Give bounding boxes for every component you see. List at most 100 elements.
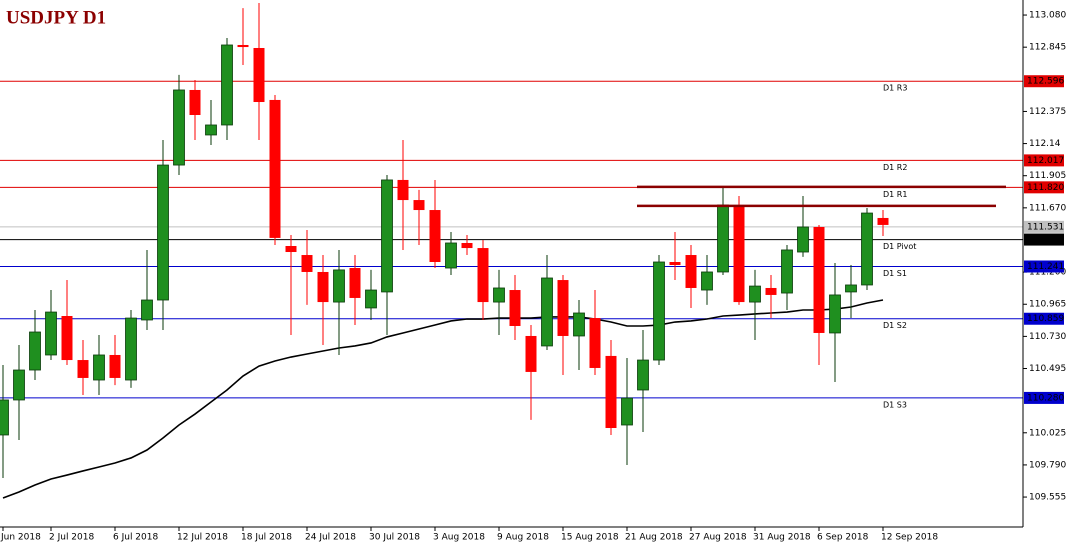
x-tick-label: 27 Aug 2018 — [689, 533, 747, 543]
candle-body — [861, 212, 873, 286]
candle-body — [557, 280, 569, 336]
candle-body — [621, 397, 633, 426]
candle-body — [733, 204, 745, 303]
x-tick-label: 21 Aug 2018 — [625, 533, 683, 543]
x-tick-label: 12 Jul 2018 — [177, 533, 228, 543]
y-tick-label: 110.025 — [1029, 428, 1066, 438]
candle-body — [109, 354, 121, 378]
candle-body — [573, 312, 585, 337]
y-tick-label: 111.905 — [1029, 171, 1066, 181]
candle-body — [141, 299, 153, 321]
price-tag-label: 112.596 — [1027, 77, 1064, 87]
candle-body — [605, 355, 617, 428]
candle-body — [669, 261, 681, 266]
candle-body — [125, 317, 137, 381]
candle-body — [0, 399, 9, 436]
candle-body — [781, 249, 793, 294]
candle-body — [877, 217, 889, 225]
candle-body — [765, 287, 777, 295]
x-tick-label: 2 Jul 2018 — [49, 533, 94, 543]
price-tag-label: 110.859 — [1027, 314, 1064, 324]
candle-body — [253, 47, 265, 103]
x-tick-label: 12 Sep 2018 — [881, 533, 938, 543]
candle-body — [173, 89, 185, 166]
candle-body — [813, 226, 825, 333]
x-tick-label: 31 Aug 2018 — [753, 533, 811, 543]
x-tick-label: 6 Sep 2018 — [817, 533, 869, 543]
candle-body — [285, 245, 297, 253]
candle-body — [541, 277, 553, 347]
x-tick-label: 3 Aug 2018 — [433, 533, 485, 543]
candle-body — [845, 284, 857, 293]
candle-body — [29, 331, 41, 371]
y-tick-label: 111.670 — [1029, 203, 1066, 213]
candle-body — [317, 271, 329, 303]
candle-body — [797, 226, 809, 253]
candle-body — [205, 124, 217, 136]
level-label: D1 S3 — [883, 400, 907, 409]
candle-body — [301, 255, 313, 272]
level-label: D1 R1 — [883, 190, 907, 199]
x-tick-label: Jun 2018 — [0, 533, 41, 543]
candle-body — [333, 269, 345, 303]
candle-body — [461, 242, 473, 249]
candle-body — [13, 369, 25, 401]
candle-body — [77, 360, 89, 378]
candle-body — [653, 261, 665, 361]
y-tick-label: 112.14 — [1029, 139, 1061, 149]
candle-body — [589, 318, 601, 368]
candle-body — [445, 242, 457, 269]
y-tick-label: 112.845 — [1029, 43, 1066, 53]
level-label: D1 R2 — [883, 163, 907, 172]
moving-average — [2, 299, 884, 499]
price-tag — [1024, 220, 1064, 233]
x-tick-label: 15 Aug 2018 — [561, 533, 619, 543]
price-tag — [1024, 154, 1064, 167]
price-tag — [1024, 312, 1064, 325]
candle-body — [637, 359, 649, 391]
candle-body — [509, 290, 521, 326]
y-tick-label: 113.080 — [1029, 11, 1066, 21]
x-tick-label: 24 Jul 2018 — [305, 533, 356, 543]
candle-body — [365, 289, 377, 309]
price-tag-label: 111.241 — [1027, 262, 1064, 272]
price-tag — [1024, 391, 1064, 404]
level-label: D1 S2 — [883, 321, 907, 330]
candle-body — [749, 285, 761, 303]
x-tick-label: 9 Aug 2018 — [497, 533, 549, 543]
candle-body — [397, 179, 409, 201]
candle-body — [381, 179, 393, 293]
candle-body — [189, 89, 201, 115]
candle-body — [829, 294, 841, 334]
level-label: D1 Pivot — [883, 242, 916, 251]
price-tag-label: 110.280 — [1027, 393, 1064, 403]
y-tick-label: 110.730 — [1029, 332, 1066, 342]
x-tick-label: 6 Jul 2018 — [113, 533, 158, 543]
y-tick-label: 111.200 — [1029, 268, 1066, 278]
price-tag-label: 111.820 — [1027, 183, 1064, 193]
candle-body — [685, 255, 697, 288]
y-tick-label: 109.790 — [1029, 460, 1066, 470]
y-tick-label: 112.375 — [1029, 107, 1066, 117]
y-tick-label: 109.555 — [1029, 493, 1066, 503]
candle-body — [701, 271, 713, 291]
candle-body — [61, 316, 73, 361]
candle-body — [429, 210, 441, 262]
level-label: D1 R3 — [883, 84, 907, 93]
candle-body — [477, 248, 489, 303]
price-tag-label: 112.017 — [1027, 156, 1064, 166]
x-tick-label: 30 Jul 2018 — [369, 533, 420, 543]
candle-body — [237, 44, 249, 48]
y-tick-label: 110.965 — [1029, 300, 1066, 310]
price-tag — [1024, 233, 1064, 246]
chart-title: USDJPY D1 — [6, 7, 106, 28]
price-tag — [1024, 260, 1064, 273]
candle-body — [269, 99, 281, 238]
candle-body — [717, 204, 729, 273]
price-tag — [1024, 75, 1064, 88]
candle-body — [493, 287, 505, 303]
level-label: D1 S1 — [883, 269, 907, 278]
candle-body — [157, 164, 169, 301]
price-tag-label: 111.438 — [1027, 235, 1064, 245]
